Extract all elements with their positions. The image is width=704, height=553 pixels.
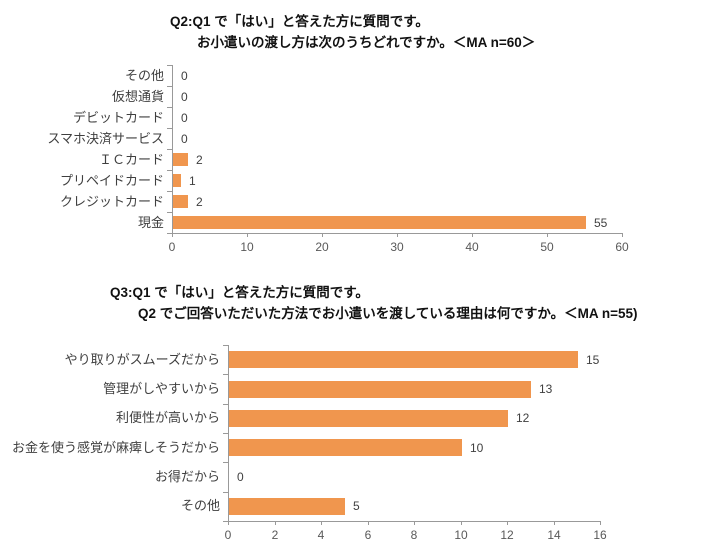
x-tick-label: 4 xyxy=(317,528,325,542)
x-axis-tick xyxy=(622,233,623,237)
bar xyxy=(229,498,345,515)
category-axis-tick xyxy=(167,233,172,234)
x-tick-label: 2 xyxy=(271,528,279,542)
bar xyxy=(229,439,462,456)
x-tick-label: 0 xyxy=(168,240,176,254)
category-label: 仮想通貨 xyxy=(111,89,164,104)
x-axis-tick xyxy=(472,233,473,237)
category-label: その他 xyxy=(124,68,164,83)
x-tick-label: 8 xyxy=(410,528,418,542)
y-axis-line xyxy=(228,345,229,521)
value-label: 10 xyxy=(470,441,484,455)
q3-chart-title: Q3:Q1 で「はい」と答えた方に質問です。 Q2 でご回答いただいた方法でお小… xyxy=(110,282,637,324)
x-tick-label: 60 xyxy=(615,240,629,254)
x-axis-tick xyxy=(322,233,323,237)
category-label: お得だから xyxy=(154,469,220,484)
bar xyxy=(173,174,181,187)
bar xyxy=(229,381,531,398)
category-label: デビットカード xyxy=(72,110,164,125)
category-axis-tick xyxy=(167,149,172,150)
category-label: やり取りがスムーズだから xyxy=(64,352,220,367)
value-label: 0 xyxy=(181,90,188,104)
x-tick-label: 50 xyxy=(540,240,554,254)
x-tick-label: 20 xyxy=(315,240,329,254)
value-label: 15 xyxy=(586,353,600,367)
bar xyxy=(173,153,188,166)
value-label: 0 xyxy=(237,470,244,484)
x-axis-tick xyxy=(547,233,548,237)
x-tick-label: 10 xyxy=(454,528,468,542)
x-axis-tick xyxy=(461,521,462,525)
x-axis-tick xyxy=(600,521,601,525)
category-axis-tick xyxy=(167,65,172,66)
category-axis-tick xyxy=(223,521,228,522)
value-label: 1 xyxy=(189,174,196,188)
category-axis-tick xyxy=(167,170,172,171)
value-label: 5 xyxy=(353,499,360,513)
x-tick-label: 40 xyxy=(465,240,479,254)
x-tick-label: 12 xyxy=(500,528,514,542)
x-axis-line xyxy=(168,233,622,234)
q3-title-line1: Q3:Q1 で「はい」と答えた方に質問です。 xyxy=(110,285,369,300)
y-axis-line xyxy=(172,65,173,233)
x-axis-tick xyxy=(275,521,276,525)
x-axis-line xyxy=(224,521,600,522)
q2-title-line2: お小遣いの渡し方は次のうちどれですか。＜MA n=60＞ xyxy=(197,35,536,50)
value-label: 0 xyxy=(181,132,188,146)
category-axis-tick xyxy=(223,345,228,346)
x-axis-tick xyxy=(414,521,415,525)
category-label: プリペイドカード xyxy=(59,173,164,188)
category-axis-tick xyxy=(223,462,228,463)
category-label: 現金 xyxy=(137,215,164,230)
x-tick-label: 30 xyxy=(390,240,404,254)
category-label: スマホ決済サービス xyxy=(47,131,164,146)
value-label: 0 xyxy=(181,69,188,83)
x-axis-tick xyxy=(397,233,398,237)
category-axis-tick xyxy=(223,492,228,493)
category-axis-tick xyxy=(167,191,172,192)
x-tick-label: 16 xyxy=(593,528,607,542)
q2-title-line1: Q2:Q1 で「はい」と答えた方に質問です。 xyxy=(170,14,429,29)
bar xyxy=(173,216,586,229)
value-label: 12 xyxy=(516,411,530,425)
x-axis-tick xyxy=(554,521,555,525)
category-label: お金を使う感覚が麻痺しそうだから xyxy=(11,440,220,455)
x-tick-label: 6 xyxy=(364,528,372,542)
category-axis-tick xyxy=(167,86,172,87)
value-label: 0 xyxy=(181,111,188,125)
category-label: その他 xyxy=(180,498,220,513)
category-axis-tick xyxy=(223,404,228,405)
value-label: 2 xyxy=(196,153,203,167)
x-axis-tick xyxy=(228,521,229,525)
value-label: 13 xyxy=(539,382,553,396)
value-label: 2 xyxy=(196,195,203,209)
category-axis-tick xyxy=(223,433,228,434)
x-axis-tick xyxy=(247,233,248,237)
category-axis-tick xyxy=(167,128,172,129)
q3-title-line2: Q2 でご回答いただいた方法でお小遣いを渡している理由は何ですか。＜MA n=5… xyxy=(138,306,638,321)
category-label: ＩＣカード xyxy=(98,152,164,167)
bar xyxy=(229,351,578,368)
category-label: 利便性が高いから xyxy=(115,410,220,425)
category-label: クレジットカード xyxy=(59,194,164,209)
value-label: 55 xyxy=(594,216,608,230)
x-axis-tick xyxy=(368,521,369,525)
x-tick-label: 10 xyxy=(240,240,254,254)
bar xyxy=(173,195,188,208)
x-axis-tick xyxy=(172,233,173,237)
x-tick-label: 0 xyxy=(224,528,232,542)
x-axis-tick xyxy=(507,521,508,525)
category-axis-tick xyxy=(223,374,228,375)
q2-chart-title: Q2:Q1 で「はい」と答えた方に質問です。 お小遣いの渡し方は次のうちどれです… xyxy=(170,11,535,53)
category-axis-tick xyxy=(167,212,172,213)
x-tick-label: 14 xyxy=(547,528,561,542)
bar xyxy=(229,410,508,427)
category-axis-tick xyxy=(167,107,172,108)
x-axis-tick xyxy=(321,521,322,525)
category-label: 管理がしやすいから xyxy=(103,381,220,396)
